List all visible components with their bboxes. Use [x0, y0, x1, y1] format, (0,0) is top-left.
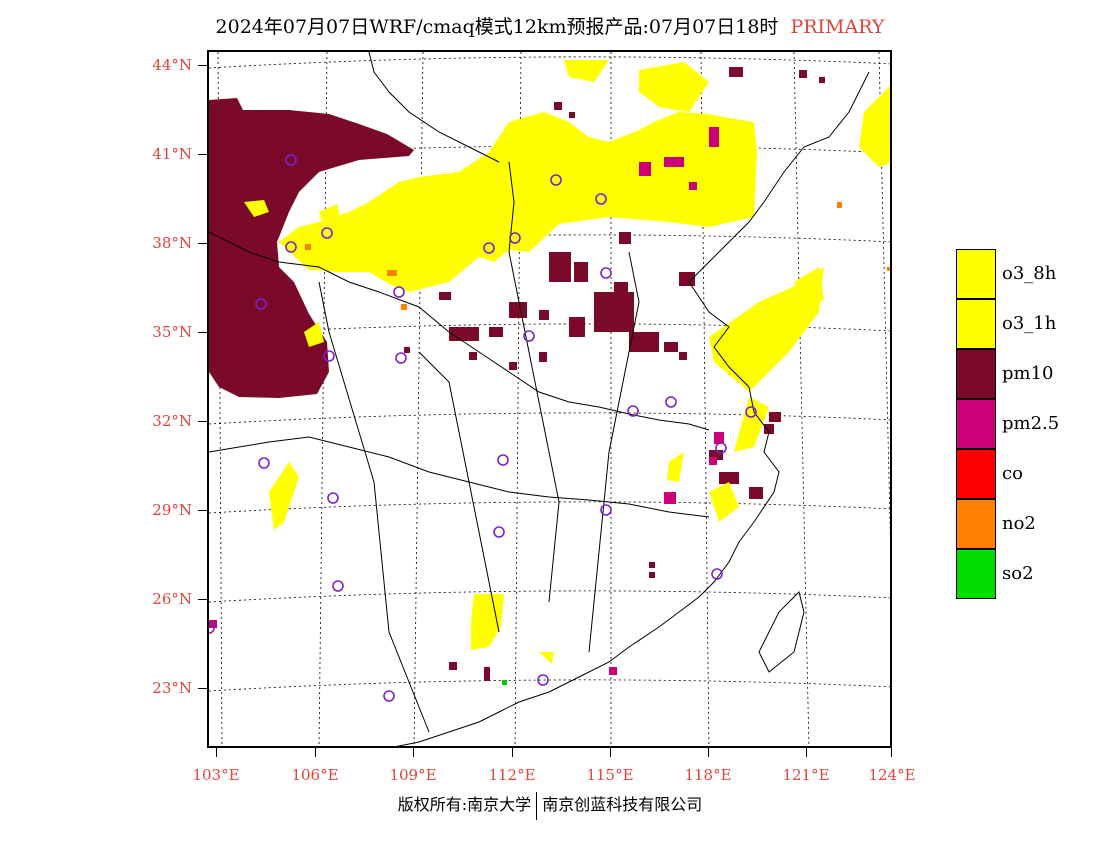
lat-label-32: 32°N — [152, 412, 192, 430]
lat-label-38: 38°N — [152, 234, 192, 252]
lat-tick — [198, 154, 207, 155]
lon-tick — [891, 748, 892, 757]
legend-item-so2: so2 — [956, 549, 1096, 599]
copyright-footer: 版权所有:南京大学 南京创蓝科技有限公司 — [0, 791, 1100, 820]
lon-label-115: 115°E — [586, 766, 634, 784]
legend-swatch — [956, 449, 996, 499]
legend-swatch — [956, 549, 996, 599]
lon-tick — [216, 748, 217, 757]
lon-label-118: 118°E — [684, 766, 732, 784]
lon-label-124: 124°E — [868, 766, 916, 784]
lon-tick — [806, 748, 807, 757]
lon-tick — [610, 748, 611, 757]
lat-label-35: 35°N — [152, 323, 192, 341]
no2-regions — [305, 202, 890, 310]
lat-label-29: 29°N — [152, 501, 192, 519]
so2-regions — [502, 680, 507, 685]
lat-tick — [198, 421, 207, 422]
lat-label-44: 44°N — [152, 56, 192, 74]
legend-label: co — [1002, 463, 1023, 484]
lat-tick — [198, 65, 207, 66]
lon-tick — [413, 748, 414, 757]
lon-label-103: 103°E — [192, 766, 240, 784]
lat-tick — [198, 510, 207, 511]
footer-left: 版权所有:南京大学 — [397, 795, 532, 814]
lat-tick — [198, 688, 207, 689]
legend-swatch — [956, 249, 996, 299]
footer-right: 南京创蓝科技有限公司 — [542, 795, 703, 814]
lat-label-26: 26°N — [152, 590, 192, 608]
footer-separator — [536, 791, 538, 820]
legend-swatch — [956, 299, 996, 349]
legend-label: no2 — [1002, 513, 1036, 534]
title-main: 2024年07月07日WRF/cmaq模式12km预报产品:07月07日18时 — [215, 16, 779, 38]
city-markers — [209, 154, 757, 702]
lat-tick — [198, 332, 207, 333]
legend-label: o3_1h — [1002, 313, 1057, 334]
boundaries — [209, 52, 870, 746]
lat-label-23: 23°N — [152, 679, 192, 697]
legend-label: o3_8h — [1002, 263, 1057, 284]
map-canvas — [209, 52, 890, 746]
legend-item-pm25: pm2.5 — [956, 399, 1096, 449]
legend-item-o3-8h: o3_8h — [956, 249, 1096, 299]
map-title: 2024年07月07日WRF/cmaq模式12km预报产品:07月07日18时 P… — [0, 12, 1100, 39]
map-panel — [207, 50, 892, 748]
legend-swatch — [956, 399, 996, 449]
lon-tick — [512, 748, 513, 757]
lon-tick — [315, 748, 316, 757]
legend-swatch — [956, 349, 996, 399]
lat-tick — [198, 599, 207, 600]
legend-label: pm10 — [1002, 363, 1054, 384]
lon-label-106: 106°E — [291, 766, 339, 784]
legend-item-no2: no2 — [956, 499, 1096, 549]
lon-label-109: 109°E — [389, 766, 437, 784]
lat-label-41: 41°N — [152, 145, 192, 163]
legend-item-co: co — [956, 449, 1096, 499]
lat-tick — [198, 243, 207, 244]
lon-tick — [708, 748, 709, 757]
legend-item-o3-1h: o3_1h — [956, 299, 1096, 349]
title-tag: PRIMARY — [790, 16, 885, 38]
legend: o3_8h o3_1h pm10 pm2.5 co no2 so2 — [956, 249, 1096, 599]
legend-label: pm2.5 — [1002, 413, 1060, 434]
o3-regions — [244, 60, 890, 664]
legend-label: so2 — [1002, 563, 1034, 584]
lon-label-112: 112°E — [488, 766, 536, 784]
legend-swatch — [956, 499, 996, 549]
lon-label-121: 121°E — [782, 766, 830, 784]
legend-item-pm10: pm10 — [956, 349, 1096, 399]
